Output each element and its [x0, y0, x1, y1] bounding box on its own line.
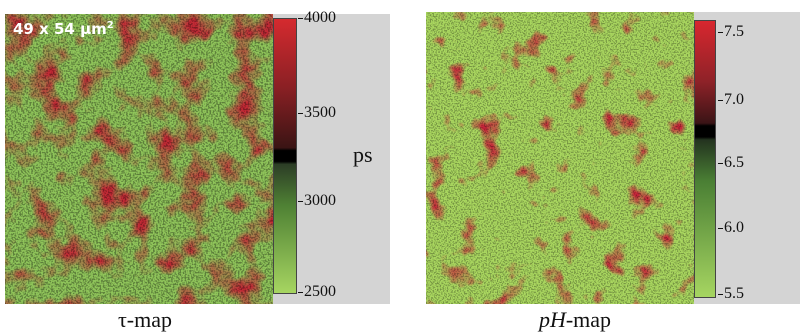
ph-caption-rest: -map [565, 307, 612, 332]
tau-colorbar [273, 18, 297, 294]
field-size-text: 49 x 54 µm [13, 20, 107, 38]
ph-colorbar [694, 20, 716, 298]
ph-tick-5.5: 5.5 [718, 285, 744, 302]
field-size-label: 49 x 54 µm2 [13, 20, 114, 38]
tau-map-caption: τ-map [117, 307, 173, 332]
tau-tick-3500: 3500 [298, 104, 336, 121]
tau-map-texture [5, 14, 273, 304]
tau-tick-2500: 2500 [298, 283, 336, 300]
tau-tick-4000: 4000 [298, 9, 336, 26]
ph-tick-6.0: 6.0 [718, 219, 744, 236]
tau-tick-3000: 3000 [298, 192, 336, 209]
ph-caption-italic: pH [538, 307, 566, 332]
field-size-exponent: 2 [106, 20, 114, 31]
tau-unit-label: ps [353, 142, 373, 167]
ph-map-image [426, 12, 694, 304]
ph-tick-7.0: 7.0 [718, 91, 744, 108]
ph-tick-6.5: 6.5 [718, 154, 744, 171]
ph-map-texture [426, 12, 694, 304]
ph-tick-7.5: 7.5 [718, 23, 744, 40]
tau-map-image: 49 x 54 µm2 [5, 14, 273, 304]
ph-map-caption: pH-map [515, 307, 635, 333]
